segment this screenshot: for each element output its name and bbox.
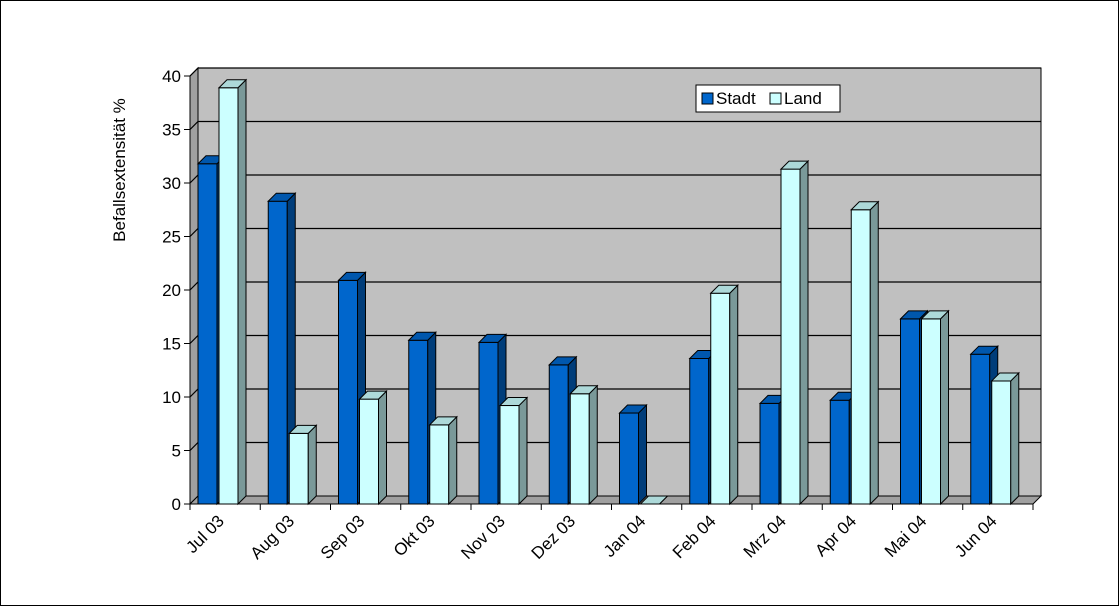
bar-land-okt-03 <box>428 415 458 506</box>
y-tick-label: 0 <box>172 495 181 514</box>
grid-line <box>189 67 1041 77</box>
x-tick-label: Sep 03 <box>317 511 369 563</box>
bar-stadt-jan-04 <box>618 403 648 506</box>
x-tick-label: Nov 03 <box>457 511 509 563</box>
y-tick-label: 30 <box>162 174 181 193</box>
x-tick-label: Feb 04 <box>669 511 720 562</box>
x-tick-label: Mrz 04 <box>740 511 790 561</box>
x-tick-label: Apr 04 <box>811 511 860 560</box>
y-tick-label: 15 <box>162 335 181 354</box>
x-tick-label: Dez 03 <box>528 511 580 563</box>
bar-land-jun-04 <box>990 371 1020 506</box>
legend-box <box>695 84 841 113</box>
x-tick-label: Mai 04 <box>881 511 931 561</box>
legend-label-land: Land <box>784 89 822 108</box>
bar-land-mrz-04 <box>779 159 810 506</box>
bars <box>196 78 1020 506</box>
bar-stadt-aug-03 <box>267 191 297 506</box>
bar-land-mai-04 <box>920 309 950 506</box>
x-tick-label: Jul 03 <box>182 511 228 557</box>
bar-land-dez-03 <box>569 384 599 506</box>
bar-land-feb-04 <box>709 284 739 506</box>
legend-label-stadt: Stadt <box>716 89 756 108</box>
y-tick-label: 10 <box>162 388 181 407</box>
y-axis-ticks: 0 5 10 15 20 25 30 35 40 <box>162 67 191 514</box>
y-tick-label: 40 <box>162 67 181 86</box>
x-tick-label: Jan 04 <box>600 511 650 561</box>
bar-land-jan-04 <box>639 495 669 505</box>
x-tick-label: Okt 03 <box>390 511 439 560</box>
bar-land-jul-03 <box>217 78 248 506</box>
bar-land-sep-03 <box>358 389 388 506</box>
legend: Stadt Land <box>695 84 841 113</box>
bar-land-aug-03 <box>288 424 318 506</box>
x-axis-ticks: Jul 03 Aug 03 Sep 03 Okt 03 Nov 03 Dez 03 Jan … <box>182 504 1034 563</box>
bar-land-nov-03 <box>498 396 529 506</box>
y-tick-label: 25 <box>162 228 181 247</box>
y-tick-label: 20 <box>162 281 181 300</box>
y-axis-label: Befallsextensität % <box>110 98 129 242</box>
bar-land-apr-04 <box>850 200 880 506</box>
y-tick-label: 5 <box>172 442 181 461</box>
legend-swatch-land <box>769 92 782 105</box>
x-tick-label: Aug 03 <box>247 511 299 563</box>
legend-swatch-stadt <box>701 92 714 105</box>
grid-line <box>189 120 1041 130</box>
x-tick-label: Jun 04 <box>951 511 1001 561</box>
y-tick-label: 35 <box>162 121 181 140</box>
